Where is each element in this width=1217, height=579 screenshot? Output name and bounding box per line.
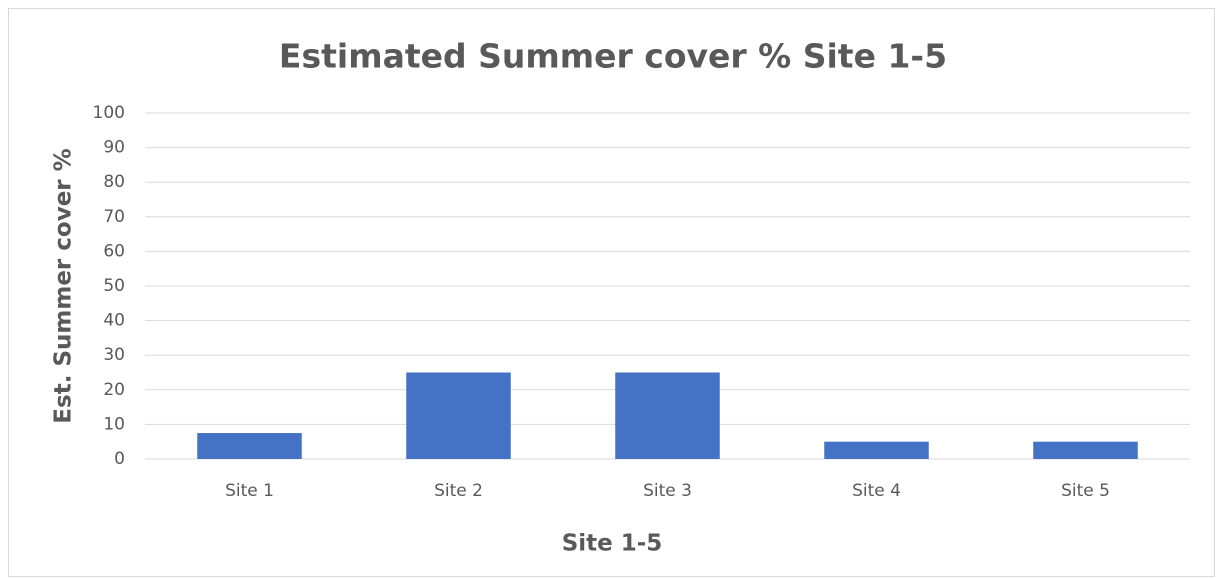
y-tick-label: 20	[103, 380, 125, 400]
bar	[406, 372, 511, 459]
y-tick-label: 10	[103, 414, 125, 434]
y-tick-label: 40	[103, 311, 125, 331]
y-axis-label: Est. Summer cover %	[51, 148, 77, 423]
y-tick-label: 70	[103, 207, 125, 227]
chart-title: Estimated Summer cover % Site 1-5	[279, 37, 947, 76]
chart-border	[8, 8, 1215, 577]
bar	[197, 433, 302, 459]
bar	[1033, 441, 1138, 459]
x-tick-label: Site 1	[225, 481, 274, 501]
y-tick-label: 30	[103, 345, 125, 365]
y-tick-label: 80	[103, 172, 125, 192]
x-tick-label: Site 3	[643, 481, 692, 501]
y-tick-label: 0	[114, 449, 125, 469]
bar	[824, 441, 929, 459]
y-tick-label: 60	[103, 241, 125, 261]
y-tick-label: 50	[103, 276, 125, 296]
x-tick-label: Site 4	[852, 481, 901, 501]
x-tick-label: Site 5	[1061, 481, 1110, 501]
bar	[615, 372, 720, 459]
x-axis-label: Site 1-5	[562, 531, 663, 557]
y-tick-label: 100	[93, 103, 125, 123]
y-tick-label: 90	[103, 138, 125, 158]
x-tick-label: Site 2	[434, 481, 483, 501]
